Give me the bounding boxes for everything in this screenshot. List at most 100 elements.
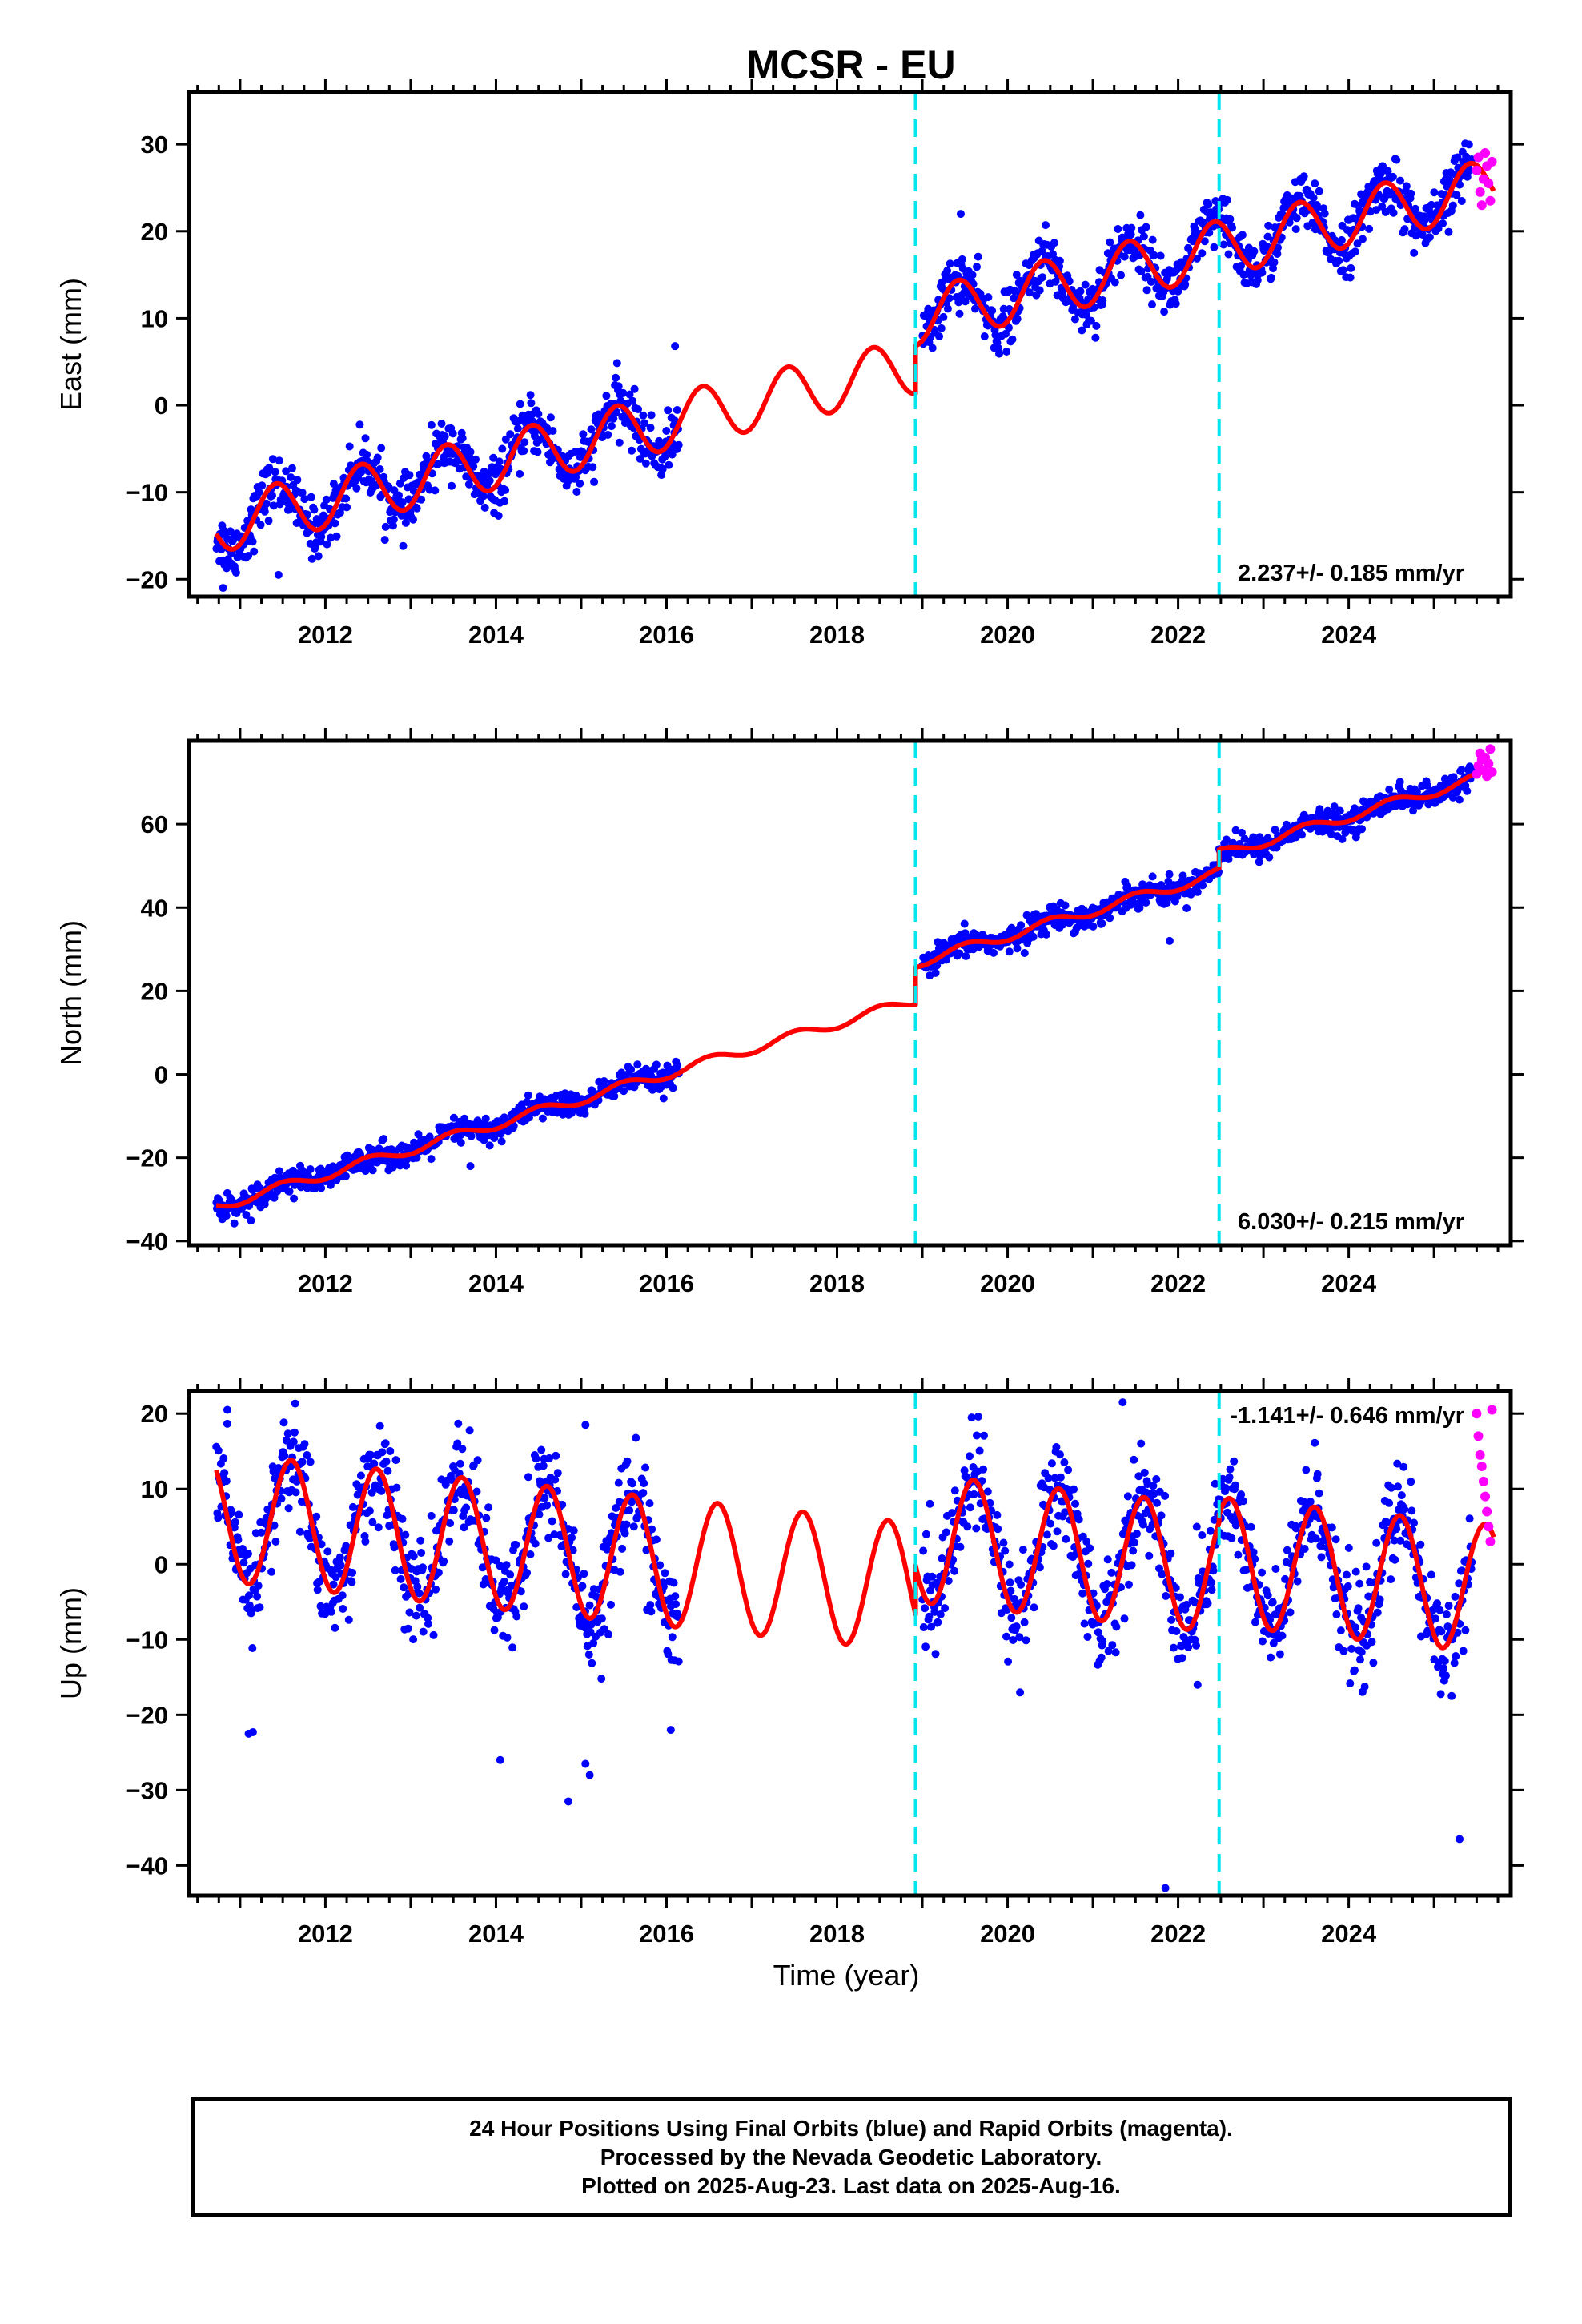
final-orbit-point [622, 1520, 631, 1529]
final-orbit-point [1230, 1457, 1239, 1466]
final-orbit-point [1020, 949, 1029, 957]
final-orbit-point [250, 547, 259, 556]
final-orbit-point [502, 1561, 511, 1570]
final-orbit-point [1005, 947, 1014, 956]
final-orbit-point [512, 1541, 520, 1549]
final-orbit-point [480, 503, 489, 512]
final-orbit-point [581, 1421, 590, 1429]
final-orbit-point [1137, 267, 1146, 275]
y-tick-label: −40 [126, 1228, 168, 1256]
final-orbit-point [226, 527, 235, 536]
final-orbit-point [1170, 1643, 1178, 1652]
final-orbit-point [1193, 254, 1201, 263]
final-orbit-point [1017, 1580, 1026, 1589]
final-orbit-point [255, 488, 263, 497]
final-orbit-point [291, 1428, 299, 1437]
final-orbit-point [275, 1167, 283, 1176]
panel-2: 2012 2014 2016 2018 2020 2022 2024 −40 −20 0 20 40 6… [54, 728, 1524, 1297]
final-orbit-point [1238, 231, 1247, 239]
final-orbit-point [1238, 828, 1246, 837]
final-orbit-point [1463, 786, 1472, 795]
final-orbit-point [482, 1514, 491, 1522]
final-orbit-point [1440, 1657, 1449, 1665]
final-orbit-point [377, 1486, 386, 1495]
final-orbit-point [1267, 1653, 1275, 1662]
final-orbit-point [1056, 1450, 1064, 1459]
final-orbit-point [417, 495, 426, 504]
final-orbit-point [933, 961, 942, 970]
final-orbit-point [260, 507, 269, 516]
final-orbit-point [1336, 1626, 1345, 1635]
final-orbit-point [1052, 1443, 1061, 1451]
final-orbit-point [230, 1219, 239, 1228]
final-orbit-point [214, 1514, 223, 1522]
final-orbit-point [448, 429, 457, 438]
final-orbit-point [1223, 195, 1231, 204]
final-orbit-point [1007, 1614, 1016, 1622]
x-tick-label: 2024 [1321, 1269, 1377, 1297]
y-tick-label: 10 [141, 1475, 168, 1503]
final-orbit-point [1339, 1647, 1348, 1655]
rapid-orbit-point [1484, 758, 1494, 769]
final-orbit-point [1379, 162, 1387, 171]
final-orbit-point [1332, 1610, 1341, 1618]
final-orbit-point [1097, 1653, 1106, 1662]
final-orbit-point [485, 476, 494, 485]
final-orbit-point [1306, 1498, 1315, 1506]
final-orbit-point [1416, 1540, 1425, 1549]
y-tick-label: −20 [126, 1144, 168, 1172]
final-orbit-point [1111, 1648, 1120, 1657]
final-orbit-point [604, 431, 612, 439]
final-orbit-point [1120, 1614, 1129, 1623]
final-orbit-point [956, 210, 965, 219]
final-orbit-point [1351, 247, 1359, 256]
final-orbit-point [1070, 315, 1079, 324]
final-orbit-point [990, 948, 998, 957]
x-tick-label: 2012 [298, 621, 353, 649]
final-orbit-point [1140, 1468, 1149, 1477]
final-orbit-point [955, 309, 964, 318]
final-orbit-point [538, 1114, 547, 1123]
final-orbit-point [255, 1603, 264, 1612]
final-orbit-point [440, 1557, 448, 1566]
final-orbit-point [546, 413, 555, 422]
final-orbit-point [634, 405, 642, 413]
final-orbit-point [1293, 1577, 1302, 1586]
final-orbit-point [1098, 296, 1107, 304]
final-orbit-point [317, 1184, 326, 1192]
rapid-orbit-point [1475, 187, 1485, 197]
final-orbit-point [495, 457, 504, 466]
final-orbit-point [1225, 1473, 1234, 1482]
y-tick-label: 0 [155, 1550, 168, 1578]
final-orbit-point [365, 1506, 374, 1515]
final-orbit-point [1224, 854, 1233, 863]
final-orbit-point [244, 552, 253, 560]
final-orbit-point [602, 392, 611, 400]
y-tick-label: −30 [126, 1776, 168, 1804]
final-orbit-point [412, 504, 421, 513]
final-orbit-point [612, 359, 621, 368]
final-orbit-point [1397, 1491, 1406, 1500]
final-orbit-point [1372, 1538, 1381, 1547]
final-orbit-point [548, 1517, 556, 1526]
final-orbit-point [1078, 326, 1086, 335]
final-orbit-point [506, 1570, 515, 1579]
rate-label: -1.141+/- 0.646 mm/yr [1230, 1403, 1464, 1429]
final-orbit-point [1299, 172, 1308, 181]
final-orbit-point [1102, 1580, 1111, 1588]
final-orbit-point [1004, 1657, 1013, 1666]
final-orbit-point [1425, 233, 1434, 242]
final-orbit-point [1092, 321, 1101, 330]
rapid-orbit-point [1475, 1449, 1485, 1460]
final-orbit-point [1455, 795, 1464, 804]
final-orbit-point [1267, 273, 1275, 282]
final-orbit-point [1117, 271, 1126, 279]
final-orbit-point [921, 1604, 930, 1613]
final-orbit-point [1435, 1606, 1444, 1614]
final-orbit-point [662, 427, 671, 435]
x-tick-label: 2018 [809, 1269, 865, 1297]
final-orbit-point [1182, 904, 1191, 912]
final-orbit-point [295, 1527, 304, 1536]
final-orbit-point [409, 1635, 418, 1644]
final-orbit-point [1463, 172, 1472, 181]
